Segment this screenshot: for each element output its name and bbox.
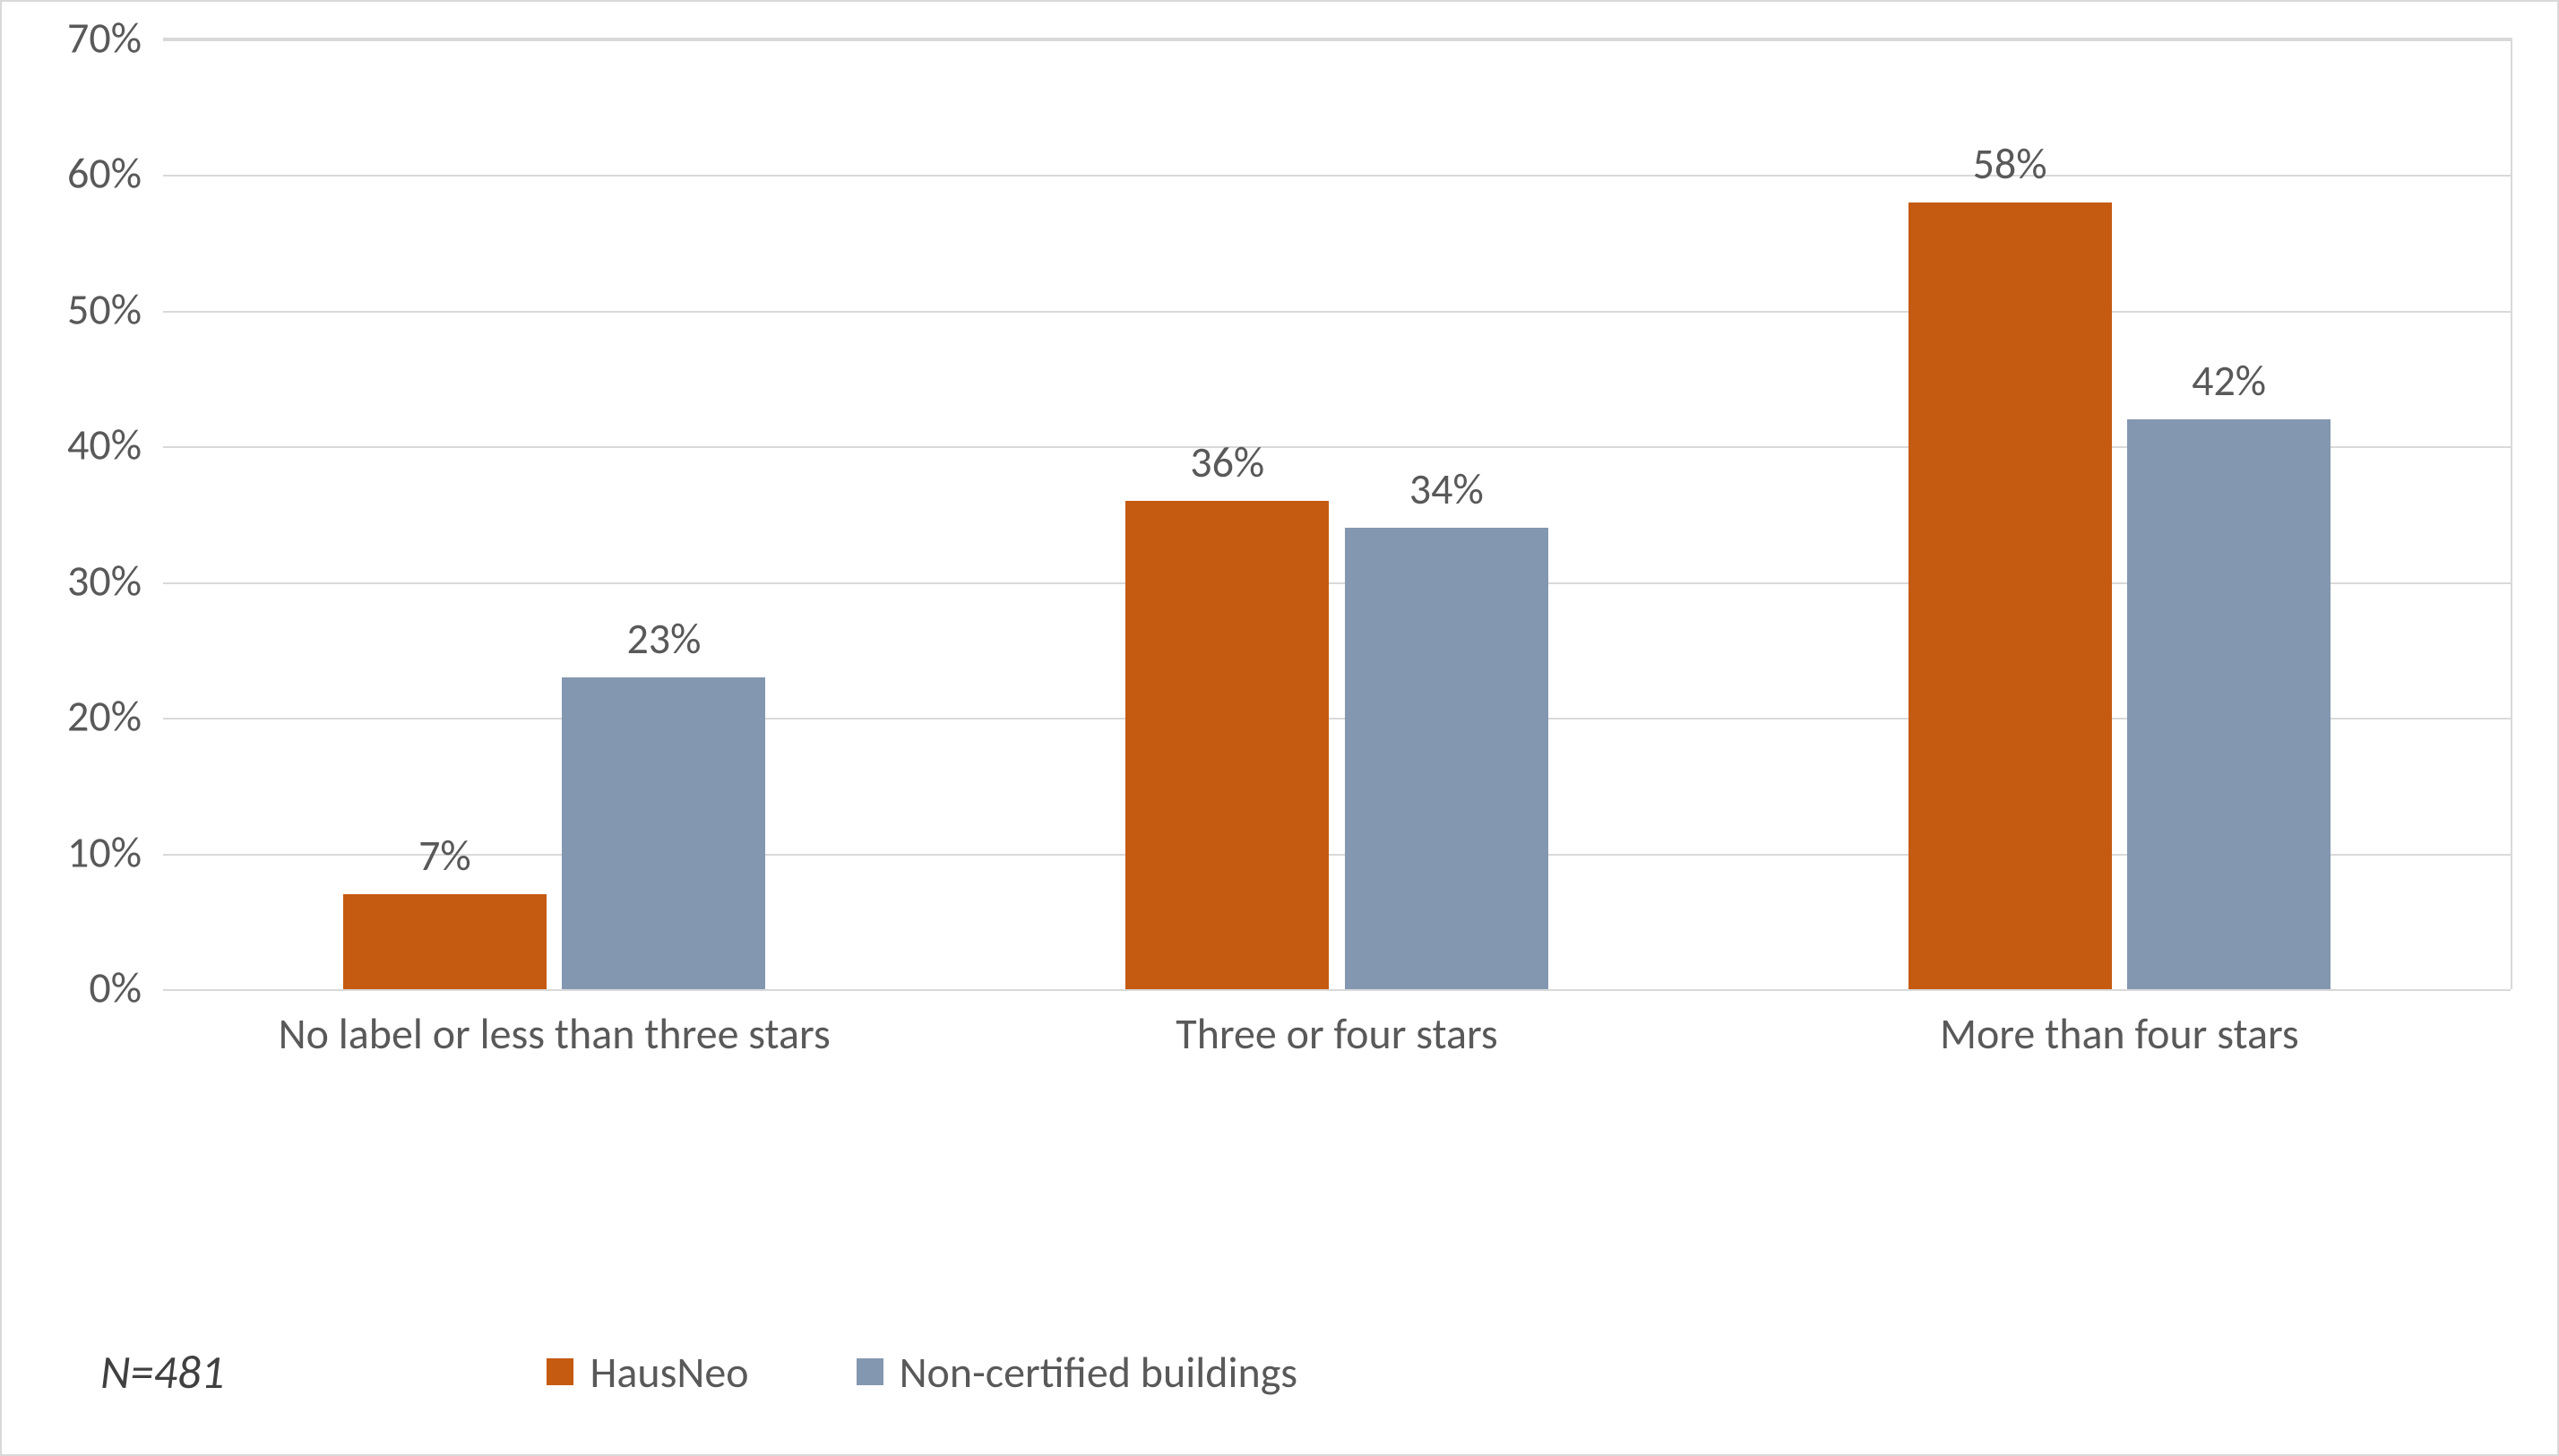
chart-container: 0% 10% 20% 30% 40% 50% 60% 70% 7% 23% 36% 34% 58% 42… — [0, 0, 2559, 1456]
data-label: 23% — [626, 612, 701, 665]
y-tick-label: 40% — [2, 418, 142, 471]
legend-label-series-1: Non-certified buildings — [900, 1346, 1298, 1399]
y-tick-label: 50% — [2, 282, 142, 335]
bar — [1908, 202, 2112, 989]
bar — [343, 894, 547, 989]
gridline — [163, 311, 2511, 313]
y-tick-label: 60% — [2, 147, 142, 200]
legend-label-series-0: HausNeo — [590, 1346, 748, 1399]
y-tick-label: 30% — [2, 554, 142, 607]
gridline — [163, 39, 2511, 41]
data-label: 36% — [1190, 435, 1264, 488]
gridline — [163, 175, 2511, 177]
legend: N=481 HausNeo Non-certified buildings — [2, 1343, 2557, 1400]
plot-area: 7% 23% 36% 34% 58% 42% — [163, 38, 2512, 989]
y-tick-label: 10% — [2, 825, 142, 878]
category-label: No label or less than three stars — [163, 1009, 945, 1058]
bar — [1125, 501, 1329, 989]
y-tick-label: 20% — [2, 690, 142, 743]
bar — [1345, 528, 1548, 989]
category-label: Three or four stars — [945, 1009, 1728, 1058]
data-label: 34% — [1409, 462, 1484, 515]
legend-swatch-series-0 — [547, 1358, 573, 1385]
data-label: 42% — [2192, 354, 2266, 407]
legend-swatch-series-1 — [857, 1358, 883, 1385]
data-label: 7% — [418, 829, 471, 882]
gridline — [163, 989, 2511, 991]
sample-size-note: N=481 — [100, 1343, 224, 1400]
y-tick-label: 0% — [2, 961, 142, 1014]
y-tick-label: 70% — [2, 12, 142, 65]
bar — [562, 677, 765, 989]
category-label: More than four stars — [1728, 1009, 2511, 1058]
bar — [2127, 419, 2331, 989]
data-label: 58% — [1973, 137, 2047, 190]
